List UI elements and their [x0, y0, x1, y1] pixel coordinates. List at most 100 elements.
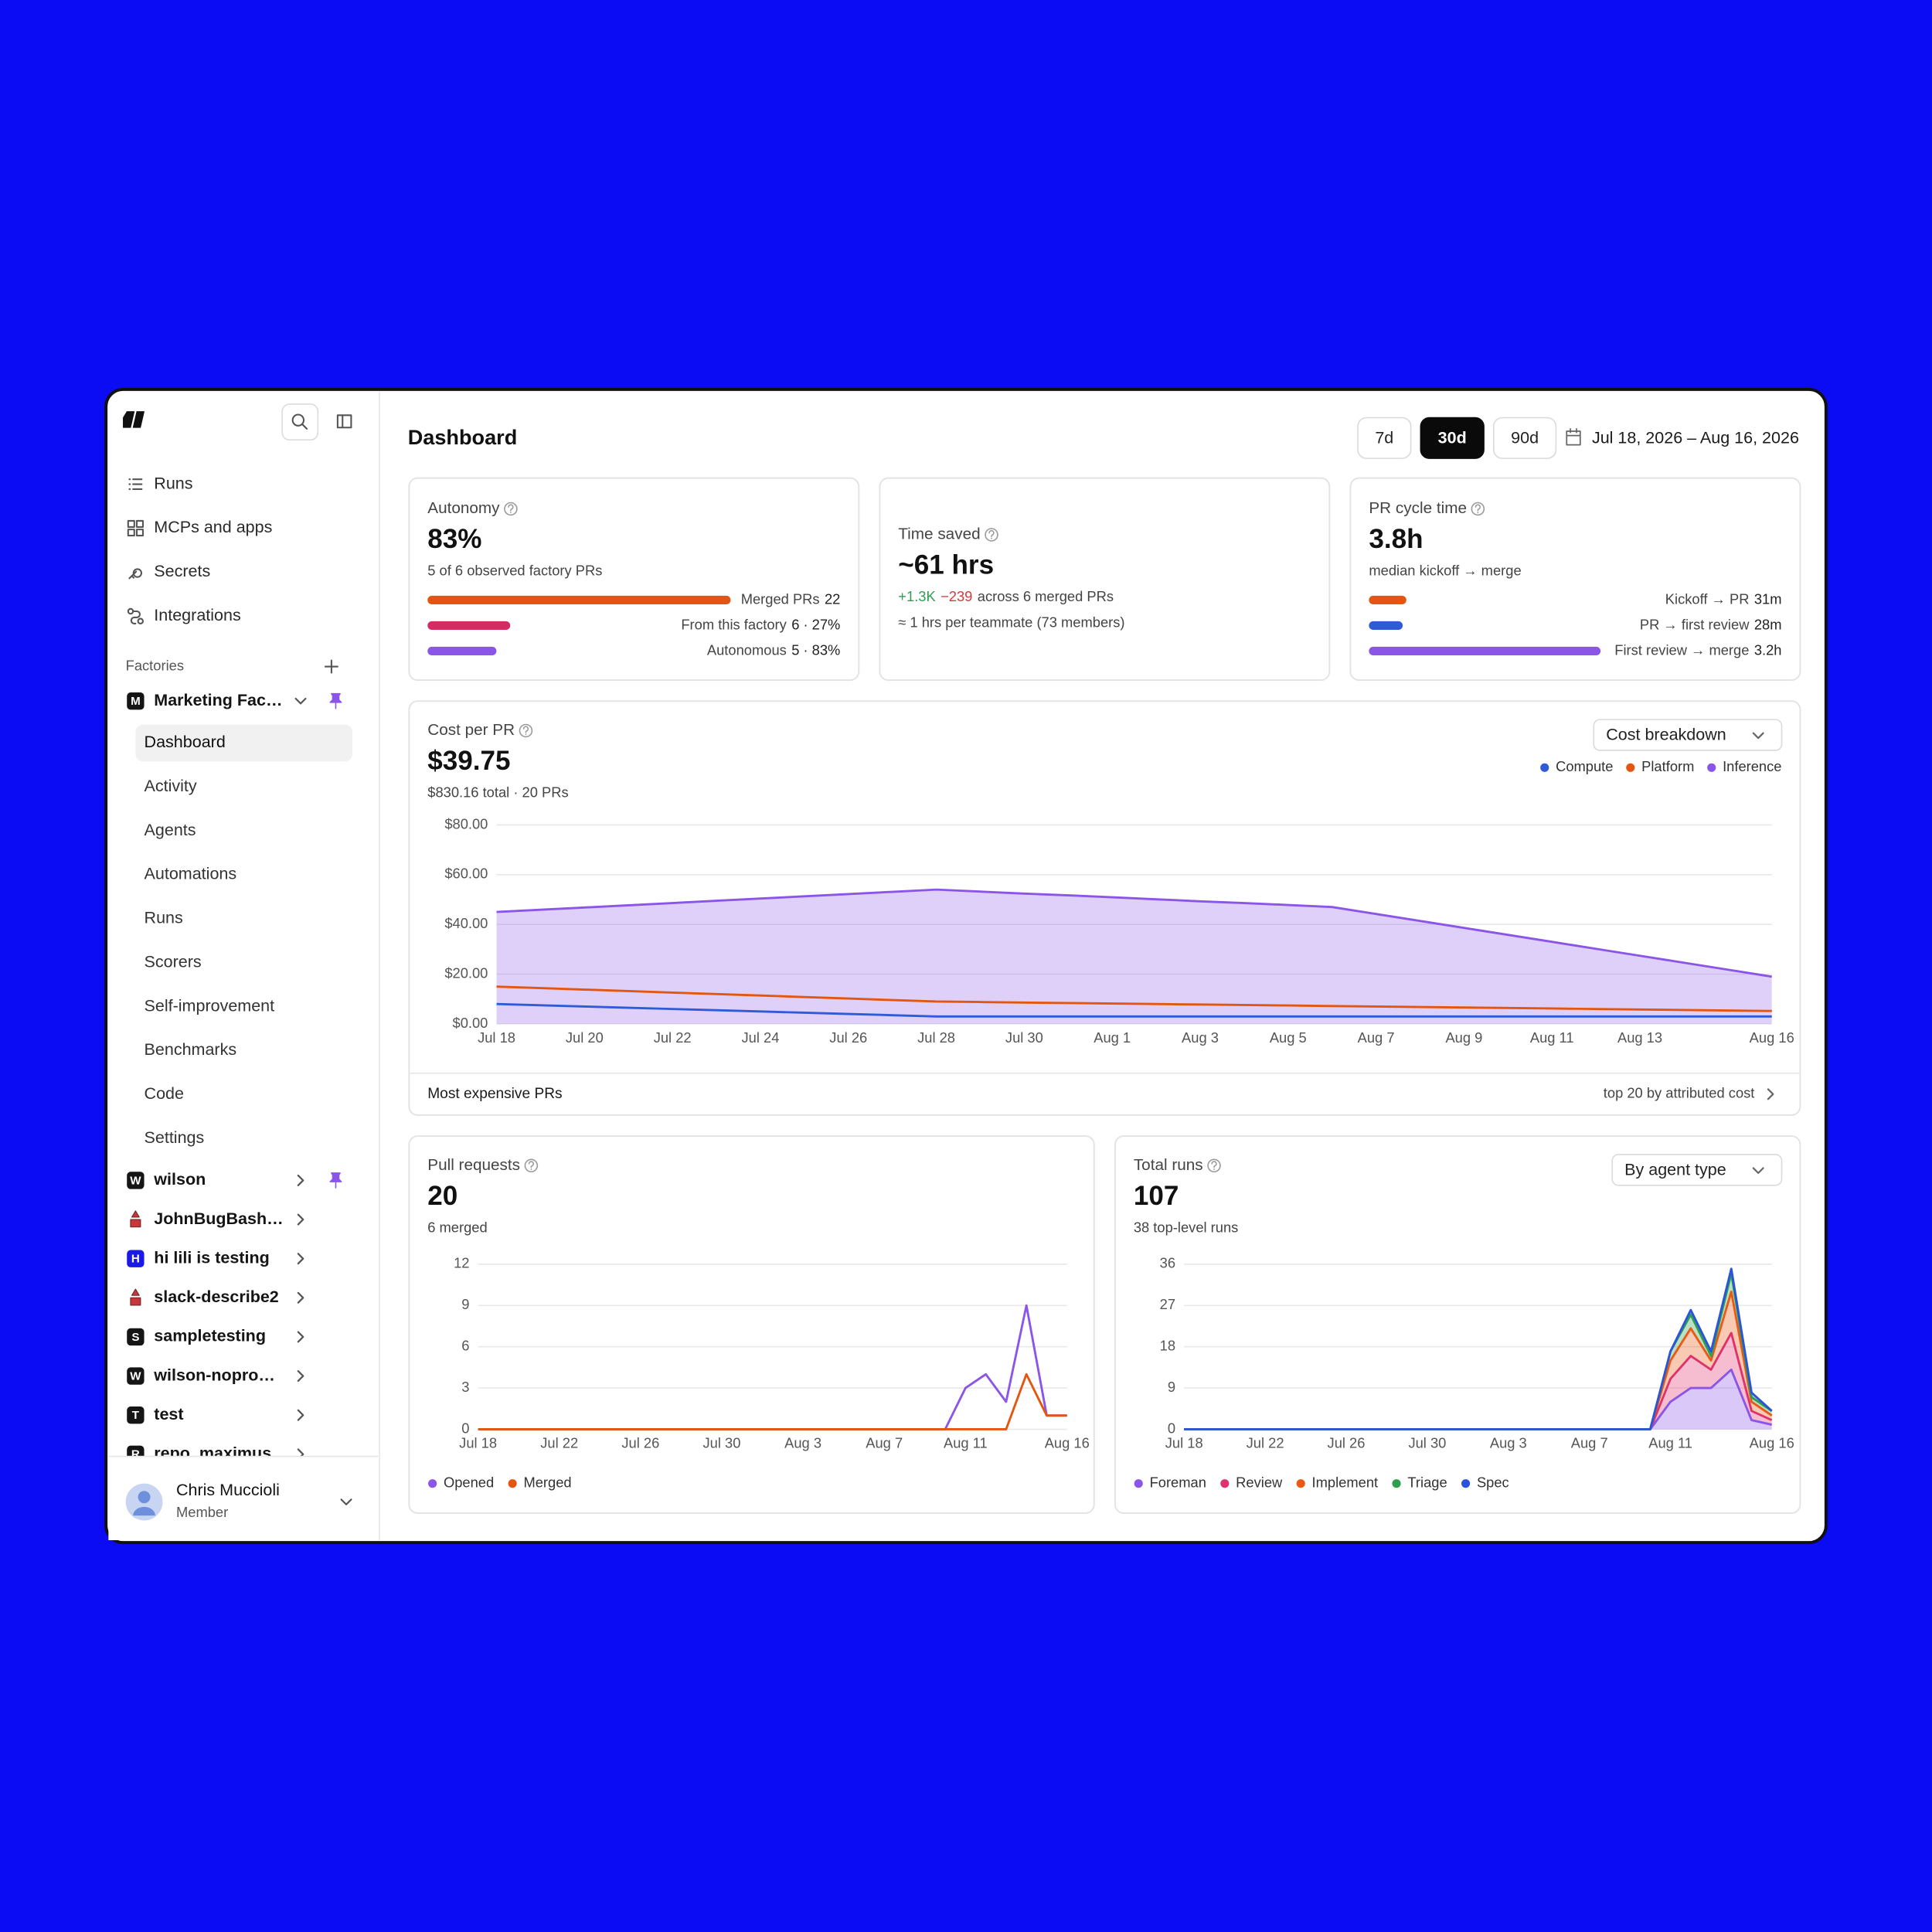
chevron — [294, 697, 307, 705]
avatar — [138, 1491, 151, 1504]
x-tick-label: Aug 3 — [1182, 1029, 1219, 1046]
legend-label: Merged — [523, 1474, 571, 1490]
factory-name[interactable]: Marketing Fac… — [154, 691, 282, 709]
range-button[interactable] — [1420, 417, 1485, 459]
card-title: Cost per PR — [427, 721, 515, 739]
factory-nav-item[interactable]: Benchmarks — [145, 1040, 237, 1059]
help-icon — [1207, 1158, 1221, 1173]
x-tick-label: Aug 3 — [784, 1434, 821, 1451]
bar-label: From this factory — [681, 616, 787, 632]
card-subtitle: 5 of 6 observed factory PRs — [427, 563, 602, 579]
add-factory[interactable] — [324, 659, 338, 674]
x-tick-label: Jul 22 — [1247, 1434, 1284, 1451]
help-icon — [524, 1158, 539, 1173]
x-tick-label: Aug 13 — [1617, 1029, 1662, 1046]
y-tick-label: 36 — [1160, 1255, 1175, 1271]
factory-nav-item[interactable]: Runs — [145, 909, 183, 927]
range-label[interactable]: 7d — [1375, 428, 1393, 447]
chevron — [297, 1409, 304, 1421]
chevron — [297, 1253, 304, 1265]
factory-name[interactable]: wilson — [153, 1170, 206, 1189]
help-icon — [504, 502, 518, 516]
metric-bar — [1369, 621, 1403, 631]
series-line — [1184, 1267, 1773, 1430]
factory-nav-item[interactable]: Settings — [145, 1128, 205, 1147]
factory-badge-letter: T — [132, 1409, 140, 1422]
factory-nav-item[interactable]: Dashboard — [145, 733, 226, 751]
chart-card — [408, 1135, 1095, 1514]
factory-badge-letter: S — [131, 1331, 139, 1344]
card-title: Time saved — [898, 525, 980, 543]
factory-name[interactable]: slack-describe2 — [154, 1287, 279, 1306]
date-range[interactable]: Jul 18, 2026 – Aug 16, 2026 — [1592, 428, 1799, 447]
dropdown[interactable] — [1593, 719, 1783, 751]
metric-bar — [1369, 595, 1406, 605]
nav-item[interactable]: Secrets — [154, 562, 210, 580]
help-icon — [985, 528, 998, 542]
user-role: Member — [176, 1504, 228, 1520]
factory-name[interactable]: hi lili is testing — [154, 1248, 269, 1267]
bar-value: 22 — [825, 590, 840, 607]
card-note: ≈ 1 hrs per teammate (73 members) — [898, 614, 1124, 631]
factory-nav-item[interactable]: Activity — [145, 777, 197, 795]
x-tick-label: Aug 7 — [866, 1434, 903, 1451]
nav-item[interactable]: Integrations — [154, 606, 240, 624]
factory-badge-letter: M — [131, 695, 141, 708]
y-tick-label: $40.00 — [444, 915, 488, 931]
panel-toggle[interactable] — [336, 414, 352, 429]
range-button[interactable] — [1357, 417, 1412, 459]
factory-nav-item[interactable]: Code — [145, 1084, 184, 1103]
legend-swatch — [508, 1479, 517, 1488]
range-label[interactable]: 90d — [1511, 428, 1539, 447]
area-fill — [496, 889, 1772, 1024]
factory-name[interactable]: wilson-nopro… — [153, 1366, 275, 1384]
factory-nav-item[interactable]: Scorers — [145, 952, 202, 971]
legend-label: Review — [1236, 1474, 1283, 1490]
nav-item[interactable]: Runs — [154, 474, 192, 492]
y-tick-label: 12 — [454, 1255, 469, 1271]
card-value: 3.8h — [1369, 524, 1423, 554]
factory-nav-item[interactable]: Agents — [145, 821, 196, 839]
legend-label: Foreman — [1150, 1474, 1206, 1490]
nav-item[interactable]: MCPs and apps — [154, 518, 272, 536]
y-tick-label: 0 — [1168, 1420, 1175, 1436]
x-tick-label: Aug 11 — [1648, 1434, 1692, 1451]
search-button[interactable] — [281, 403, 319, 440]
legend-swatch — [1540, 763, 1549, 772]
x-tick-label: Aug 11 — [944, 1434, 988, 1451]
x-tick-label: Jul 18 — [478, 1029, 515, 1046]
factory-nav-item[interactable]: Automations — [145, 865, 237, 883]
card-detail: across 6 merged PRs — [978, 588, 1114, 604]
range-label[interactable]: 30d — [1438, 428, 1467, 447]
x-tick-label: Jul 22 — [540, 1434, 578, 1451]
bar-value: 6 · 27% — [791, 616, 840, 632]
footer-title: Most expensive PRs — [427, 1086, 562, 1102]
dropdown-label[interactable]: Cost breakdown — [1606, 726, 1726, 744]
bar-label: Autonomous — [707, 641, 787, 658]
factory-badge — [127, 1367, 145, 1385]
x-tick-label: Jul 30 — [1005, 1029, 1043, 1046]
nav-icon — [127, 607, 144, 624]
avatar — [133, 1506, 155, 1516]
factory-name[interactable]: test — [154, 1405, 183, 1423]
factory-badge — [127, 1250, 145, 1267]
factory-name[interactable]: JohnBugBash… — [154, 1209, 283, 1228]
chevron — [297, 1370, 304, 1383]
legend-swatch — [428, 1479, 437, 1488]
help-icon — [1211, 1161, 1217, 1170]
footer-link[interactable]: top 20 by attributed cost — [1604, 1085, 1755, 1101]
factory-name[interactable]: sampletesting — [154, 1327, 266, 1345]
y-tick-label: 3 — [461, 1379, 469, 1395]
range-button[interactable] — [1493, 417, 1557, 459]
x-tick-label: Jul 20 — [566, 1029, 604, 1046]
factory-nav-item[interactable]: Self-improvement — [145, 996, 275, 1015]
active-item-bg — [135, 724, 352, 762]
dropdown-label[interactable]: By agent type — [1624, 1160, 1726, 1179]
y-tick-label: 27 — [1160, 1296, 1175, 1312]
bar-value: 5 · 83% — [791, 641, 840, 658]
y-tick-label: $60.00 — [444, 866, 488, 882]
factory-badge — [127, 692, 145, 710]
dropdown[interactable] — [1611, 1154, 1783, 1186]
bar-label: PR → first review — [1640, 616, 1750, 632]
legend-label: Triage — [1407, 1474, 1447, 1490]
